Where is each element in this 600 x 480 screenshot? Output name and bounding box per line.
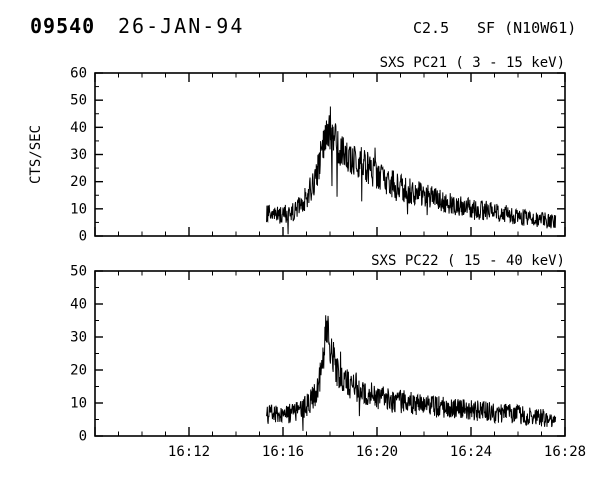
sxs-pc21-trace	[266, 106, 557, 235]
event-date: 26-JAN-94	[118, 14, 245, 38]
goes-class: C2.5	[413, 19, 450, 37]
header: 09540 26-JAN-94 C2.5 SF (N10W61)	[0, 12, 600, 44]
x-tick-label: 16:28	[544, 444, 586, 460]
sxs-pc22-panel: 0 10 20 30 40 50 16:12 16:16 16:20 16:24 16:28 SXS …	[70, 253, 586, 460]
flare-position: SF (N10W61)	[477, 19, 577, 37]
y-tick-label: 0	[79, 429, 87, 445]
y-tick-label: 10	[70, 396, 87, 412]
y-axis-label: CTS/SEC	[28, 125, 44, 184]
y-tick-label: 40	[70, 120, 87, 136]
y-tick-label: 30	[70, 330, 87, 346]
x-tick-label: 16:20	[356, 444, 398, 460]
y-tick-label: 30	[70, 147, 87, 163]
x-tick-label: 16:12	[168, 444, 210, 460]
sxs-pc21-panel: 0 10 20 30 40 50 60 SXS PC21 ( 3 - 15 keV) CTS/S…	[28, 55, 566, 245]
x-tick-label: 16:16	[262, 444, 304, 460]
panel-title: SXS PC21 ( 3 - 15 keV)	[380, 55, 565, 71]
y-tick-label: 20	[70, 174, 87, 190]
y-tick-label: 50	[70, 93, 87, 109]
y-tick-label: 0	[79, 229, 87, 245]
y-tick-label: 40	[70, 297, 87, 313]
x-tick-label: 16:24	[450, 444, 492, 460]
event-number: 09540	[30, 14, 96, 38]
sxs-pc22-trace	[266, 315, 557, 431]
y-tick-label: 10	[70, 201, 87, 217]
y-tick-label: 60	[70, 66, 87, 82]
panel-title: SXS PC22 ( 15 - 40 keV)	[371, 253, 565, 269]
y-tick-label: 20	[70, 363, 87, 379]
y-tick-label: 50	[70, 264, 87, 280]
